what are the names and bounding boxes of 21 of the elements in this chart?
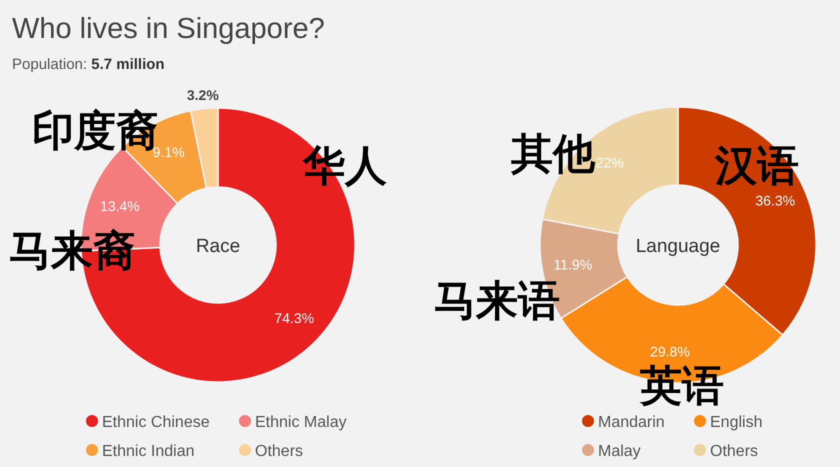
legend-label: English xyxy=(710,414,762,431)
chart-title: Who lives in Singapore? xyxy=(12,13,325,45)
data-label: 74.3% xyxy=(274,310,314,326)
legend-label: Malay xyxy=(598,443,641,460)
legend-label: Ethnic Malay xyxy=(255,414,347,431)
legend-label: Others xyxy=(255,443,304,460)
legend-label: Mandarin xyxy=(598,414,665,431)
chart-subtitle: Population: 5.7 million xyxy=(12,56,165,73)
legend-label: Ethnic Chinese xyxy=(102,414,210,431)
data-label: 29.8% xyxy=(650,344,690,360)
legend-label: Ethnic Indian xyxy=(102,443,195,460)
text: Race xyxy=(196,236,240,257)
text: 马来语 xyxy=(434,277,560,324)
data-label: 13.4% xyxy=(100,198,140,214)
data-label: 11.9% xyxy=(553,256,592,273)
data-label: 22% xyxy=(596,154,624,171)
text: 其他 xyxy=(510,130,596,177)
legend-label: Others xyxy=(710,443,758,460)
data-label: 3.2% xyxy=(186,86,220,103)
data-label: 36.3% xyxy=(755,192,796,208)
text: Language xyxy=(636,236,720,257)
